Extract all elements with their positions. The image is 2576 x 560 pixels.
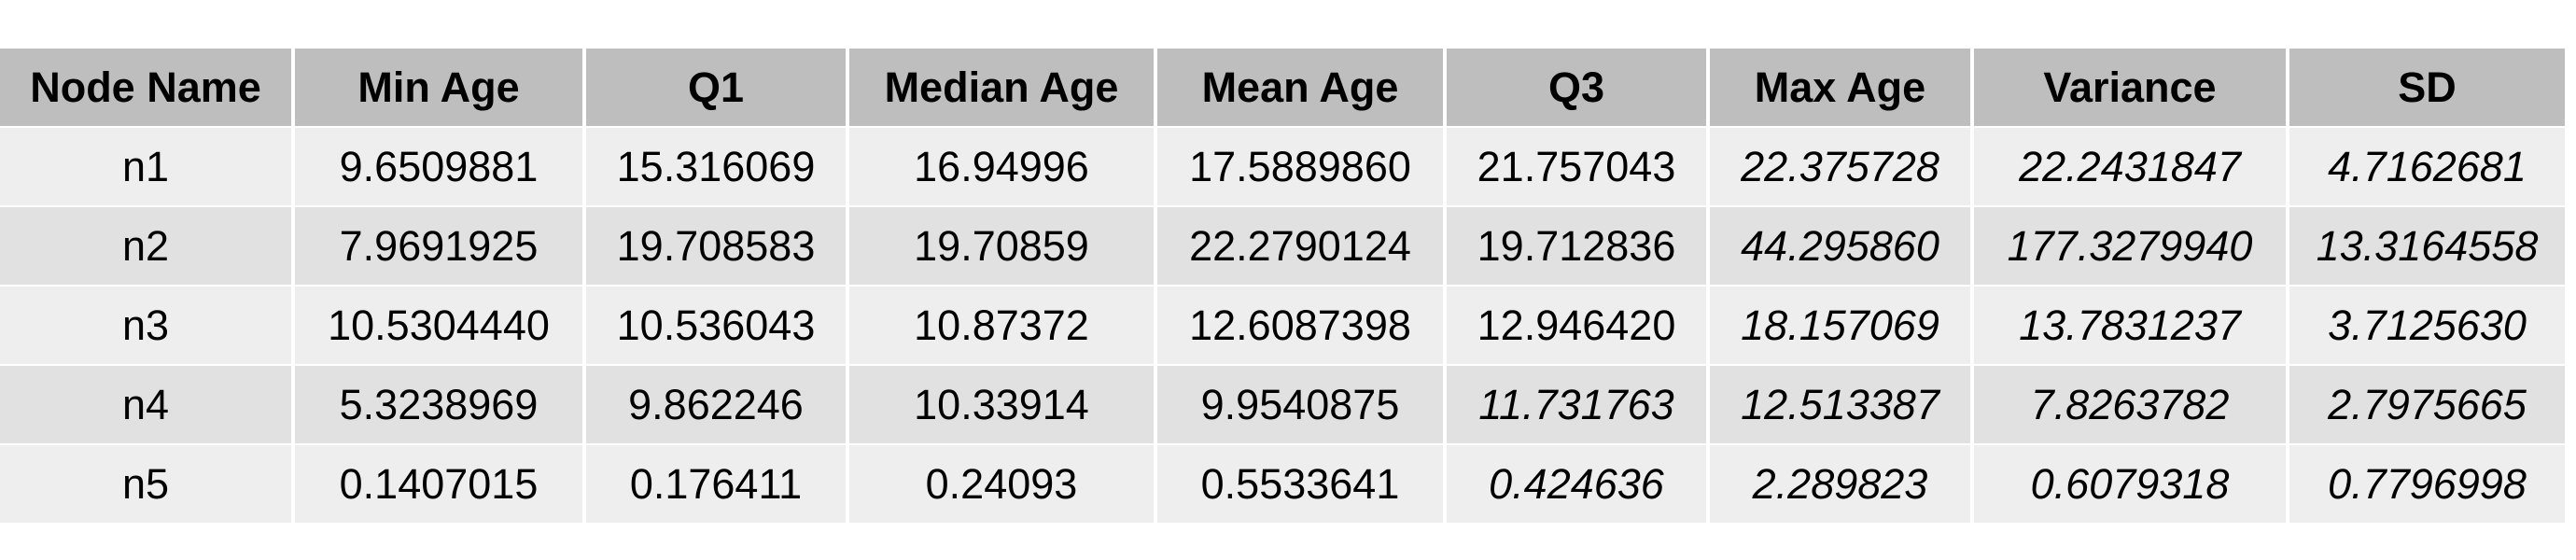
- table-cell: n4: [0, 366, 291, 443]
- table-cell: 19.70859: [849, 207, 1154, 285]
- table-cell: 0.176411: [586, 445, 846, 523]
- table-cell: 0.5533641: [1157, 445, 1443, 523]
- table-cell: n2: [0, 207, 291, 285]
- header-row: Node Name Min Age Q1 Median Age Mean Age…: [0, 49, 2576, 126]
- table-cell: 12.513387: [1710, 366, 1970, 443]
- table-cell: 0.24093: [849, 445, 1154, 523]
- table-cell: 4.7162681: [2289, 128, 2565, 205]
- table-cell: 2.289823: [1710, 445, 1970, 523]
- table-cell: 0.6079318: [1974, 445, 2286, 523]
- table-cell: 22.2790124: [1157, 207, 1443, 285]
- table-cell: 10.87372: [849, 287, 1154, 364]
- table-cell: 19.708583: [586, 207, 846, 285]
- table-cell: 2.7975665: [2289, 366, 2565, 443]
- table-cell: 10.33914: [849, 366, 1154, 443]
- table-cell: 13.3164558: [2289, 207, 2565, 285]
- table-row: n4 5.3238969 9.862246 10.33914 9.9540875…: [0, 366, 2576, 443]
- table-cell: 9.862246: [586, 366, 846, 443]
- table-row: n5 0.1407015 0.176411 0.24093 0.5533641 …: [0, 445, 2576, 523]
- table-cell: n5: [0, 445, 291, 523]
- table-cell: 7.9691925: [295, 207, 582, 285]
- table-cell: 3.7125630: [2289, 287, 2565, 364]
- table-cell: 0.7796998: [2289, 445, 2565, 523]
- table-row: n3 10.5304440 10.536043 10.87372 12.6087…: [0, 287, 2576, 364]
- stats-table: Node Name Min Age Q1 Median Age Mean Age…: [0, 49, 2576, 525]
- table-cell: 12.6087398: [1157, 287, 1443, 364]
- table-cell: 15.316069: [586, 128, 846, 205]
- table-cell: 44.295860: [1710, 207, 1970, 285]
- table-row: n1 9.6509881 15.316069 16.94996 17.58898…: [0, 128, 2576, 205]
- table-cell: 7.8263782: [1974, 366, 2286, 443]
- col-header-q3: Q3: [1447, 49, 1706, 126]
- table-cell: 19.712836: [1447, 207, 1706, 285]
- table-cell: 22.2431847: [1974, 128, 2286, 205]
- table-cell: 0.1407015: [295, 445, 582, 523]
- table-cell: 10.5304440: [295, 287, 582, 364]
- col-header-sd: SD: [2289, 49, 2565, 126]
- table-cell: 5.3238969: [295, 366, 582, 443]
- col-header-node-name: Node Name: [0, 49, 291, 126]
- col-header-median-age: Median Age: [849, 49, 1154, 126]
- table-cell: 17.5889860: [1157, 128, 1443, 205]
- table-cell: 22.375728: [1710, 128, 1970, 205]
- col-header-min-age: Min Age: [295, 49, 582, 126]
- table-cell: 16.94996: [849, 128, 1154, 205]
- col-header-q1: Q1: [586, 49, 846, 126]
- table-cell: 21.757043: [1447, 128, 1706, 205]
- table-cell: 11.731763: [1447, 366, 1706, 443]
- col-header-variance: Variance: [1974, 49, 2286, 126]
- table-cell: 12.946420: [1447, 287, 1706, 364]
- table-cell: 9.6509881: [295, 128, 582, 205]
- table-cell: 18.157069: [1710, 287, 1970, 364]
- col-header-mean-age: Mean Age: [1157, 49, 1443, 126]
- table-cell: n1: [0, 128, 291, 205]
- table-row: n2 7.9691925 19.708583 19.70859 22.27901…: [0, 207, 2576, 285]
- col-header-max-age: Max Age: [1710, 49, 1970, 126]
- table-cell: 10.536043: [586, 287, 846, 364]
- table-cell: 0.424636: [1447, 445, 1706, 523]
- table-cell: 9.9540875: [1157, 366, 1443, 443]
- table-cell: n3: [0, 287, 291, 364]
- table-cell: 177.3279940: [1974, 207, 2286, 285]
- table-cell: 13.7831237: [1974, 287, 2286, 364]
